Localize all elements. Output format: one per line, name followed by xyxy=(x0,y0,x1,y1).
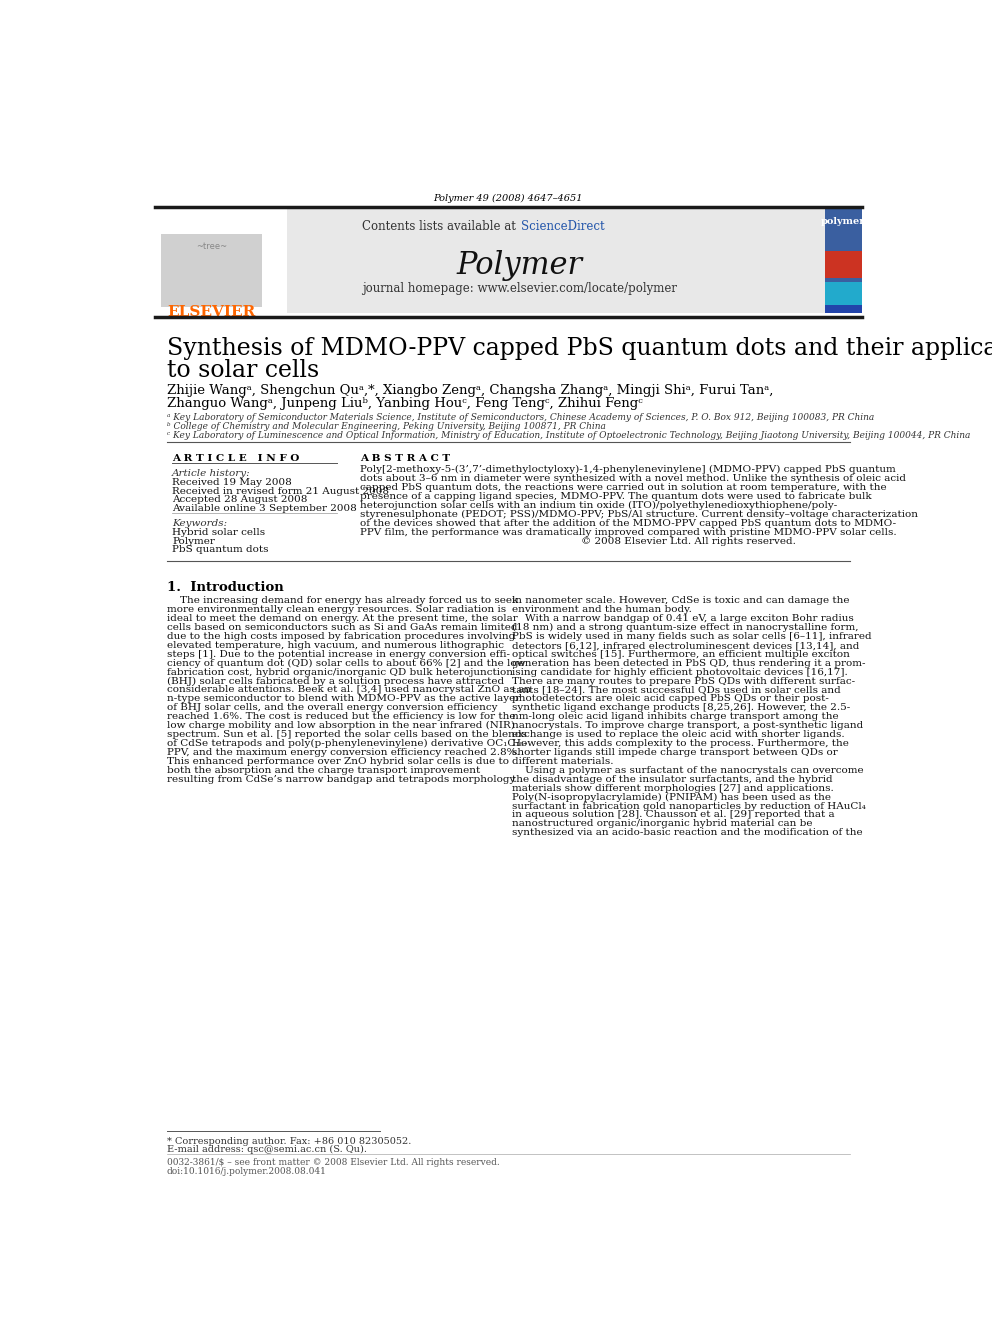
Text: Article history:: Article history: xyxy=(172,470,251,478)
Text: PPV film, the performance was dramatically improved compared with pristine MDMO-: PPV film, the performance was dramatical… xyxy=(360,528,897,537)
Text: spectrum. Sun et al. [5] reported the solar cells based on the blends: spectrum. Sun et al. [5] reported the so… xyxy=(167,730,527,740)
Bar xyxy=(825,251,862,278)
Text: Polymer 49 (2008) 4647–4651: Polymer 49 (2008) 4647–4651 xyxy=(434,194,583,204)
Text: tants [18–24]. The most successful QDs used in solar cells and: tants [18–24]. The most successful QDs u… xyxy=(512,685,840,695)
Text: ideal to meet the demand on energy. At the present time, the solar: ideal to meet the demand on energy. At t… xyxy=(167,614,518,623)
Text: journal homepage: www.elsevier.com/locate/polymer: journal homepage: www.elsevier.com/locat… xyxy=(362,282,677,295)
Text: Poly[2-methoxy-5-(3’,7’-dimethyloctyloxy)-1,4-phenylenevinylene] (MDMO-PPV) capp: Poly[2-methoxy-5-(3’,7’-dimethyloctyloxy… xyxy=(360,464,896,474)
Text: dots about 3–6 nm in diameter were synthesized with a novel method. Unlike the s: dots about 3–6 nm in diameter were synth… xyxy=(360,474,907,483)
Text: the disadvantage of the insulator surfactants, and the hybrid: the disadvantage of the insulator surfac… xyxy=(512,775,832,783)
Text: low charge mobility and low absorption in the near infrared (NIR): low charge mobility and low absorption i… xyxy=(167,721,515,730)
Text: Polymer: Polymer xyxy=(172,537,215,546)
Text: in aqueous solution [28]. Chausson et al. [29] reported that a: in aqueous solution [28]. Chausson et al… xyxy=(512,811,834,819)
Text: optical switches [15]. Furthermore, an efficient multiple exciton: optical switches [15]. Furthermore, an e… xyxy=(512,650,849,659)
Text: ScienceDirect: ScienceDirect xyxy=(521,221,604,233)
Text: ising candidate for highly efficient photovoltaic devices [16,17].: ising candidate for highly efficient pho… xyxy=(512,668,847,676)
Text: Received in revised form 21 August 2008: Received in revised form 21 August 2008 xyxy=(172,487,389,496)
Text: There are many routes to prepare PbS QDs with different surfac-: There are many routes to prepare PbS QDs… xyxy=(512,676,855,685)
Bar xyxy=(155,206,287,312)
Text: considerable attentions. Beek et al. [3,4] used nanocrystal ZnO as an: considerable attentions. Beek et al. [3,… xyxy=(167,685,531,695)
Text: ᵇ College of Chemistry and Molecular Engineering, Peking University, Beijing 100: ᵇ College of Chemistry and Molecular Eng… xyxy=(167,422,605,431)
Text: polymer: polymer xyxy=(821,217,865,225)
Text: n-type semiconductor to blend with MDMO-PPV as the active layer: n-type semiconductor to blend with MDMO-… xyxy=(167,695,520,704)
Text: ciency of quantum dot (QD) solar cells to about 66% [2] and the low: ciency of quantum dot (QD) solar cells t… xyxy=(167,659,525,668)
Text: presence of a capping ligand species, MDMO-PPV. The quantum dots were used to fa: presence of a capping ligand species, MD… xyxy=(360,492,872,500)
Text: 1.  Introduction: 1. Introduction xyxy=(167,581,284,594)
Text: steps [1]. Due to the potential increase in energy conversion effi-: steps [1]. Due to the potential increase… xyxy=(167,650,510,659)
Text: capped PbS quantum dots, the reactions were carried out in solution at room temp: capped PbS quantum dots, the reactions w… xyxy=(360,483,887,492)
Text: heterojunction solar cells with an indium tin oxide (ITO)/polyethylenedioxythiop: heterojunction solar cells with an indiu… xyxy=(360,501,837,509)
Text: ᵃ Key Laboratory of Semiconductor Materials Science, Institute of Semiconductors: ᵃ Key Laboratory of Semiconductor Materi… xyxy=(167,413,874,422)
Text: materials show different morphologies [27] and applications.: materials show different morphologies [2… xyxy=(512,783,833,792)
Bar xyxy=(155,206,862,312)
Text: Contents lists available at: Contents lists available at xyxy=(362,221,519,233)
Text: due to the high costs imposed by fabrication procedures involving: due to the high costs imposed by fabrica… xyxy=(167,632,515,640)
Text: environment and the human body.: environment and the human body. xyxy=(512,605,691,614)
Text: doi:10.1016/j.polymer.2008.08.041: doi:10.1016/j.polymer.2008.08.041 xyxy=(167,1167,326,1176)
Text: of BHJ solar cells, and the overall energy conversion efficiency: of BHJ solar cells, and the overall ener… xyxy=(167,704,497,712)
Text: synthesized via an acido-basic reaction and the modification of the: synthesized via an acido-basic reaction … xyxy=(512,828,862,837)
Text: nanostructured organic/inorganic hybrid material can be: nanostructured organic/inorganic hybrid … xyxy=(512,819,812,828)
Text: detectors [6,12], infrared electroluminescent devices [13,14], and: detectors [6,12], infrared electrolumine… xyxy=(512,640,859,650)
Text: Zhijie Wangᵃ, Shengchun Quᵃ,*, Xiangbo Zengᵃ, Changsha Zhangᵃ, Mingji Shiᵃ, Furu: Zhijie Wangᵃ, Shengchun Quᵃ,*, Xiangbo Z… xyxy=(167,385,773,397)
Text: cells based on semiconductors such as Si and GaAs remain limited: cells based on semiconductors such as Si… xyxy=(167,623,517,632)
Text: A B S T R A C T: A B S T R A C T xyxy=(360,454,450,463)
Text: Keywords:: Keywords: xyxy=(172,519,227,528)
Text: fabrication cost, hybrid organic/inorganic QD bulk heterojunction: fabrication cost, hybrid organic/inorgan… xyxy=(167,668,513,676)
Text: With a narrow bandgap of 0.41 eV, a large exciton Bohr radius: With a narrow bandgap of 0.41 eV, a larg… xyxy=(512,614,853,623)
Text: ᶜ Key Laboratory of Luminescence and Optical Information, Ministry of Education,: ᶜ Key Laboratory of Luminescence and Opt… xyxy=(167,431,970,441)
Text: Synthesis of MDMO-PPV capped PbS quantum dots and their application: Synthesis of MDMO-PPV capped PbS quantum… xyxy=(167,337,992,360)
Text: ELSEVIER: ELSEVIER xyxy=(168,306,256,319)
Text: This enhanced performance over ZnO hybrid solar cells is due to: This enhanced performance over ZnO hybri… xyxy=(167,757,509,766)
Text: to solar cells: to solar cells xyxy=(167,359,318,382)
Text: surfactant in fabrication gold nanoparticles by reduction of HAuCl₄: surfactant in fabrication gold nanoparti… xyxy=(512,802,865,811)
Text: exchange is used to replace the oleic acid with shorter ligands.: exchange is used to replace the oleic ac… xyxy=(512,730,844,740)
Text: Poly(N-isopropylacrylamide) (PNIPAM) has been used as the: Poly(N-isopropylacrylamide) (PNIPAM) has… xyxy=(512,792,830,802)
Text: PPV, and the maximum energy conversion efficiency reached 2.8%.: PPV, and the maximum energy conversion e… xyxy=(167,747,520,757)
Text: of CdSe tetrapods and poly(p-phenylenevinylene) derivative OC₁C₁₀-: of CdSe tetrapods and poly(p-phenylenevi… xyxy=(167,740,527,749)
Text: (BHJ) solar cells fabricated by a solution process have attracted: (BHJ) solar cells fabricated by a soluti… xyxy=(167,676,504,685)
Text: ~tree~: ~tree~ xyxy=(196,242,227,251)
Text: synthetic ligand exchange products [8,25,26]. However, the 2.5-: synthetic ligand exchange products [8,25… xyxy=(512,704,850,712)
Text: * Corresponding author. Fax: +86 010 82305052.: * Corresponding author. Fax: +86 010 823… xyxy=(167,1136,411,1146)
Text: Hybrid solar cells: Hybrid solar cells xyxy=(172,528,265,537)
Text: nm-long oleic acid ligand inhibits charge transport among the: nm-long oleic acid ligand inhibits charg… xyxy=(512,712,838,721)
Text: The increasing demand for energy has already forced us to seek: The increasing demand for energy has alr… xyxy=(167,597,518,605)
Text: Received 19 May 2008: Received 19 May 2008 xyxy=(172,479,292,487)
Bar xyxy=(161,234,262,307)
Bar xyxy=(825,282,862,306)
Text: styrenesulphonate (PEDOT; PSS)/MDMO-PPV; PbS/Al structure. Current density–volta: styrenesulphonate (PEDOT; PSS)/MDMO-PPV;… xyxy=(360,509,919,519)
Text: However, this adds complexity to the process. Furthermore, the: However, this adds complexity to the pro… xyxy=(512,740,848,747)
Text: of the devices showed that after the addition of the MDMO-PPV capped PbS quantum: of the devices showed that after the add… xyxy=(360,519,897,528)
Text: in nanometer scale. However, CdSe is toxic and can damage the: in nanometer scale. However, CdSe is tox… xyxy=(512,597,849,605)
Text: PbS is widely used in many fields such as solar cells [6–11], infrared: PbS is widely used in many fields such a… xyxy=(512,632,871,640)
Text: both the absorption and the charge transport improvement: both the absorption and the charge trans… xyxy=(167,766,480,775)
Text: (18 nm) and a strong quantum-size effect in nanocrystalline form,: (18 nm) and a strong quantum-size effect… xyxy=(512,623,858,632)
Text: Zhanguo Wangᵃ, Junpeng Liuᵇ, Yanbing Houᶜ, Feng Tengᶜ, Zhihui Fengᶜ: Zhanguo Wangᵃ, Junpeng Liuᵇ, Yanbing Hou… xyxy=(167,397,643,410)
Bar xyxy=(825,206,862,312)
Text: Using a polymer as surfactant of the nanocrystals can overcome: Using a polymer as surfactant of the nan… xyxy=(512,766,863,775)
Text: A R T I C L E   I N F O: A R T I C L E I N F O xyxy=(172,454,300,463)
Text: shorter ligands still impede charge transport between QDs or: shorter ligands still impede charge tran… xyxy=(512,747,837,757)
Text: Available online 3 September 2008: Available online 3 September 2008 xyxy=(172,504,357,513)
Text: more environmentally clean energy resources. Solar radiation is: more environmentally clean energy resour… xyxy=(167,605,506,614)
Text: Polymer: Polymer xyxy=(456,250,582,280)
Bar xyxy=(825,290,862,312)
Text: E-mail address: qsc@semi.ac.cn (S. Qu).: E-mail address: qsc@semi.ac.cn (S. Qu). xyxy=(167,1146,367,1154)
Text: nanocrystals. To improve charge transport, a post-synthetic ligand: nanocrystals. To improve charge transpor… xyxy=(512,721,863,730)
Text: generation has been detected in PbS QD, thus rendering it a prom-: generation has been detected in PbS QD, … xyxy=(512,659,865,668)
Text: photodetectors are oleic acid capped PbS QDs or their post-: photodetectors are oleic acid capped PbS… xyxy=(512,695,828,704)
Text: Accepted 28 August 2008: Accepted 28 August 2008 xyxy=(172,495,308,504)
Text: © 2008 Elsevier Ltd. All rights reserved.: © 2008 Elsevier Ltd. All rights reserved… xyxy=(360,537,797,546)
Text: reached 1.6%. The cost is reduced but the efficiency is low for the: reached 1.6%. The cost is reduced but th… xyxy=(167,712,515,721)
Text: resulting from CdSe’s narrow bandgap and tetrapods morphology: resulting from CdSe’s narrow bandgap and… xyxy=(167,775,515,783)
Text: different materials.: different materials. xyxy=(512,757,613,766)
Text: PbS quantum dots: PbS quantum dots xyxy=(172,545,269,554)
Text: 0032-3861/$ – see front matter © 2008 Elsevier Ltd. All rights reserved.: 0032-3861/$ – see front matter © 2008 El… xyxy=(167,1158,499,1167)
Text: elevated temperature, high vacuum, and numerous lithographic: elevated temperature, high vacuum, and n… xyxy=(167,640,504,650)
